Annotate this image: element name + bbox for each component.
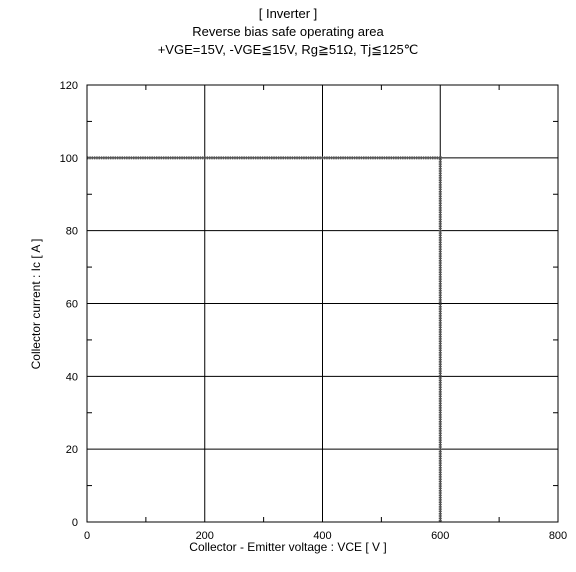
x-axis-label: Collector - Emitter voltage : VCE [ V ] [189,540,387,554]
chart-title: [ Inverter ] [258,6,318,21]
y-axis-label: Collector current : Ic [ A ] [29,238,43,370]
soa-boundary-line [87,156,442,522]
y-tick-label: 40 [66,371,78,383]
plot-frame [86,84,559,523]
x-tick-label: 0 [84,530,90,542]
chart-conditions: +VGE=15V, -VGE≦15V, Rg≧51Ω, Tj≦125℃ [157,42,419,57]
x-tick-label: 400 [313,530,331,542]
y-tick-label: 20 [66,444,78,456]
y-tick-label: 80 [66,226,78,238]
chart-subtitle: Reverse bias safe operating area [192,24,384,39]
y-tick-label: 100 [60,153,78,165]
y-tick-label: 120 [60,80,78,92]
x-tick-label: 200 [196,530,214,542]
x-tick-label: 600 [431,530,449,542]
x-tick-label: 800 [549,530,567,542]
y-tick-label: 0 [72,517,78,529]
y-tick-label: 60 [66,299,78,311]
